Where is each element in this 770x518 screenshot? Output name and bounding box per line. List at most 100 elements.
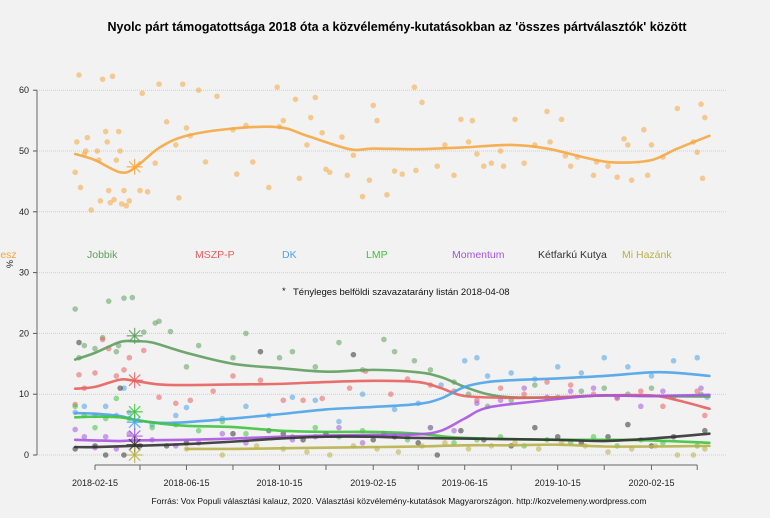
data-point	[140, 329, 147, 335]
data-point	[488, 160, 495, 166]
data-point	[590, 172, 597, 179]
data-point	[183, 125, 190, 131]
data-point	[214, 93, 220, 100]
data-point	[92, 424, 98, 431]
data-point	[670, 357, 677, 364]
data-point	[395, 449, 402, 455]
data-point	[442, 142, 448, 148]
data-point	[484, 373, 491, 379]
data-point	[243, 330, 249, 337]
data-point	[694, 149, 701, 156]
data-point	[117, 148, 123, 154]
data-point	[500, 163, 507, 169]
data-point	[296, 175, 303, 182]
data-point	[578, 388, 585, 394]
data-point	[243, 403, 249, 410]
data-point	[326, 169, 333, 176]
data-point	[391, 406, 398, 413]
data-point	[173, 142, 179, 148]
data-point	[276, 354, 283, 361]
data-point	[336, 339, 342, 346]
data-point	[625, 364, 631, 370]
annotation: * Tényleges belföldi szavazatarány listá…	[282, 286, 510, 298]
data-point	[605, 449, 611, 455]
data-point	[480, 163, 487, 169]
data-point	[104, 139, 110, 145]
data-point	[411, 84, 418, 90]
legend-entry: lesz	[0, 249, 17, 261]
data-point	[121, 295, 127, 301]
data-point	[77, 184, 84, 191]
data-point	[391, 348, 398, 355]
data-point	[274, 84, 280, 90]
x-tick-label: 2019-10-15	[535, 478, 581, 488]
data-point	[319, 129, 325, 136]
election-star	[126, 447, 143, 463]
data-point	[699, 175, 706, 182]
data-point	[118, 201, 125, 207]
data-point	[111, 196, 117, 203]
legend-entry: Momentum	[452, 249, 505, 261]
data-point	[344, 172, 351, 179]
data-point	[346, 385, 353, 391]
annotation-text: Tényleges belföldi szavazatarány listán …	[293, 287, 510, 298]
annotation-marker: *	[282, 286, 286, 297]
data-point	[434, 452, 441, 458]
data-point	[625, 142, 631, 148]
x-tick-label: 2019-06-15	[442, 478, 488, 488]
data-point	[121, 187, 127, 194]
data-point	[544, 108, 550, 115]
data-point	[521, 160, 527, 166]
data-point	[102, 452, 109, 458]
data-point	[638, 403, 644, 410]
data-point	[601, 354, 608, 361]
data-point	[319, 395, 325, 402]
data-point	[300, 397, 306, 404]
data-point	[521, 391, 527, 398]
trend-line	[73, 432, 711, 449]
data-point	[72, 306, 78, 312]
data-point	[81, 403, 88, 410]
y-tick-label: 60	[19, 85, 29, 95]
data-point	[625, 421, 631, 428]
data-point	[121, 452, 127, 458]
data-point	[434, 163, 441, 169]
data-point	[230, 373, 236, 379]
data-point	[370, 437, 377, 443]
data-point	[292, 96, 299, 103]
data-point	[113, 157, 120, 163]
data-point	[521, 385, 527, 391]
data-point	[641, 126, 647, 133]
data-point	[374, 117, 380, 124]
data-point	[152, 160, 159, 166]
legend-entry: LMP	[366, 249, 388, 261]
data-point	[702, 114, 708, 121]
data-point	[469, 117, 476, 124]
data-point	[156, 394, 162, 401]
data-point	[81, 342, 88, 349]
data-point	[578, 370, 585, 376]
data-point	[508, 370, 515, 376]
legend-entry: MSZP-P	[195, 249, 235, 261]
data-point	[532, 382, 538, 388]
data-point	[567, 382, 574, 388]
data-point	[249, 159, 256, 165]
data-point	[427, 424, 434, 431]
data-point	[399, 171, 406, 177]
data-point	[605, 163, 611, 169]
data-point	[614, 174, 620, 180]
data-point	[187, 397, 194, 404]
data-point	[336, 424, 342, 431]
data-point	[173, 412, 179, 419]
star-ray	[128, 160, 141, 173]
data-point	[326, 452, 333, 458]
data-point	[648, 373, 655, 379]
chart-title: Nyolc párt támogatottsága 2018 óta a köz…	[107, 20, 687, 34]
data-point	[113, 373, 120, 379]
y-tick-label: 20	[19, 328, 29, 338]
data-point	[644, 172, 651, 179]
data-point	[195, 342, 202, 349]
data-point	[532, 424, 538, 431]
data-point	[497, 385, 504, 391]
